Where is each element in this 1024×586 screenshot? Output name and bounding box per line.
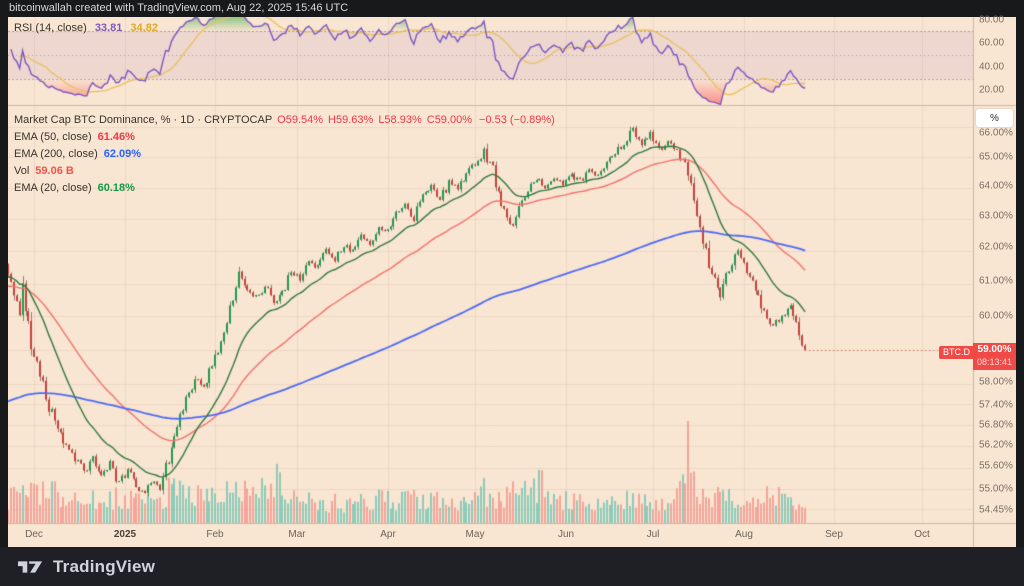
attribution-text: bitcoinwallah created with TradingView.c… (9, 2, 349, 14)
ohlc-values: O59.54% H59.63% L58.93% C59.00% (272, 114, 472, 126)
change-value: −0.53 (−0.89%) (479, 114, 555, 126)
axis-tick: 20.00 (979, 84, 1005, 96)
indicator-value: 59.06 B (35, 165, 74, 177)
symbol-title: Market Cap BTC Dominance, % · 1D · CRYPT… (14, 114, 273, 126)
chart-area[interactable]: RSI (14, close) 33.81 34.82 Market Cap B… (8, 14, 1016, 547)
tradingview-wordmark: TradingView (53, 556, 156, 576)
attribution-bar: bitcoinwallah created with TradingView.c… (0, 0, 1024, 17)
axis-tick: 62.00% (979, 241, 1013, 253)
axis-tick: 56.80% (979, 419, 1013, 431)
indicator-legend-row[interactable]: Vol 59.06 B (14, 163, 555, 180)
time-axis-label: Aug (735, 529, 753, 540)
axis-tick: 58.00% (979, 376, 1013, 388)
axis-tick: 55.60% (979, 460, 1013, 472)
bar-countdown: 08:13:41 (976, 357, 1013, 367)
indicator-label: EMA (200, close) (14, 148, 98, 160)
time-axis-label: Dec (25, 529, 43, 540)
time-axis-label: Mar (288, 529, 306, 540)
axis-tick: 66.00% (979, 127, 1013, 139)
ohlc-item: H59.63% (328, 114, 374, 126)
indicator-label: EMA (50, close) (14, 131, 92, 143)
time-axis-label: 2025 (113, 529, 137, 540)
axis-tick: 65.00% (979, 151, 1013, 163)
axis-tick: 63.00% (979, 210, 1013, 222)
time-axis-label: May (465, 529, 485, 540)
rsi-legend[interactable]: RSI (14, close) 33.81 34.82 (14, 22, 163, 34)
percent-scale-button[interactable]: % (976, 109, 1013, 127)
indicator-legend-rows: EMA (50, close) 61.46% EMA (200, close) 62.… (14, 129, 555, 197)
last-price-label: 59.00% 08:13:41 (973, 343, 1016, 370)
axis-tick: 80.00 (979, 14, 1005, 26)
ohlc-item: O59.54% (277, 114, 324, 126)
time-axis-label: Feb (206, 529, 224, 540)
axis-tick: 56.20% (979, 439, 1013, 451)
ohlc-item: C59.00% (426, 114, 473, 126)
axis-tick: 60.00% (979, 310, 1013, 322)
indicator-legend-row[interactable]: EMA (200, close) 62.09% (14, 146, 555, 163)
axis-tick: 54.45% (979, 504, 1013, 516)
indicator-legend-row[interactable]: EMA (20, close) 60.18% (14, 180, 555, 197)
time-axis-label: Sep (825, 529, 843, 540)
indicator-label: Vol (14, 165, 30, 177)
rsi-value: 33.81 (94, 22, 123, 34)
symbol-chip: BTC.D (939, 346, 974, 359)
chart-canvas[interactable] (8, 17, 1016, 547)
axis-tick: 55.00% (979, 483, 1013, 495)
indicator-value: 62.09% (103, 148, 142, 160)
symbol-legend-row[interactable]: Market Cap BTC Dominance, % · 1D · CRYPT… (14, 112, 555, 129)
axis-tick: 40.00 (979, 61, 1005, 73)
rsi-legend-title: RSI (14, close) (14, 22, 87, 34)
axis-tick: 64.00% (979, 180, 1013, 192)
axis-tick: 61.00% (979, 275, 1013, 287)
indicator-label: EMA (20, close) (14, 182, 92, 194)
last-price: 59.00% (977, 344, 1012, 355)
time-axis-label: Jun (557, 529, 575, 540)
main-legend[interactable]: Market Cap BTC Dominance, % · 1D · CRYPT… (14, 112, 555, 197)
axis-tick: 60.00 (979, 37, 1005, 49)
axis-tick: 57.40% (979, 399, 1013, 411)
indicator-value: 61.46% (97, 131, 135, 143)
time-axis-label: Oct (914, 529, 930, 540)
indicator-value: 60.18% (97, 182, 135, 194)
branding-bar: TradingView (0, 547, 1024, 586)
time-axis-label: Jul (646, 529, 660, 540)
tradingview-logo-icon (18, 559, 44, 575)
time-axis-label: Apr (380, 529, 396, 540)
rsi-ma-value: 34.82 (130, 22, 158, 34)
ohlc-item: L58.93% (378, 114, 422, 126)
indicator-legend-row[interactable]: EMA (50, close) 61.46% (14, 129, 555, 146)
